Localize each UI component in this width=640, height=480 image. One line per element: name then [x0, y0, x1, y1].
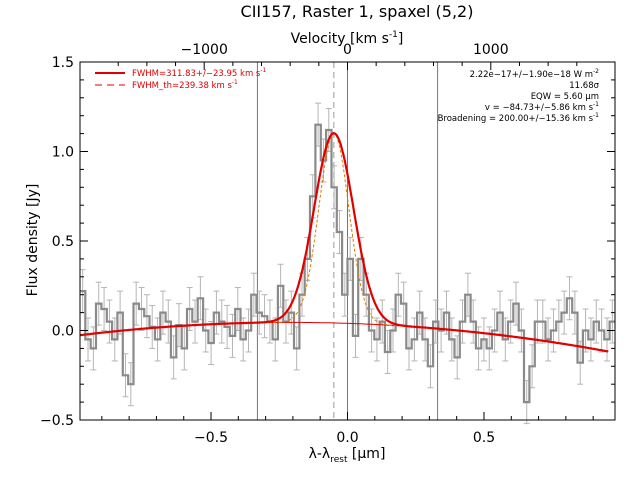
annotation-line: 2.22e−17+/−1.90e−18 W m-2	[470, 68, 600, 80]
x-axis-label-unit: [μm]	[347, 446, 385, 462]
observed-spectrum	[80, 123, 615, 404]
y-tick-label: 0.0	[52, 324, 74, 340]
x-tick-label: −0.5	[194, 430, 228, 446]
top-tick-label: −1000	[181, 42, 228, 58]
top-axis-label-close: ]	[398, 31, 403, 47]
x-axis-label-sub: rest	[330, 455, 348, 465]
vertical-reference-lines	[256, 62, 439, 420]
theoretical-profile	[238, 132, 429, 329]
plot-frame	[79, 61, 616, 421]
top-tick-label: 1000	[473, 42, 509, 58]
legend-label: FWHM_th=239.38 km s-1	[132, 79, 238, 91]
x-axis-label-text: λ-λ	[309, 446, 331, 462]
x-axis-label: λ-λrest [μm]	[309, 446, 386, 465]
annotation-line: EQW = 5.60 μm	[531, 92, 599, 102]
annotation-line: 11.68σ	[569, 81, 599, 91]
annotation-line: v = −84.73+/−5.86 km s-1	[485, 101, 599, 113]
top-axis-label: Velocity [km s-1]	[291, 30, 404, 47]
svg-text:Velocity [km s-1]: Velocity [km s-1]	[291, 30, 404, 47]
top-axis-label-text: Velocity [km s	[291, 31, 389, 47]
y-tick-label: 1.5	[52, 55, 74, 71]
top-tick-label: 0	[343, 42, 352, 58]
x-tick-label: 0.0	[336, 430, 358, 446]
y-tick-label: −0.5	[40, 413, 74, 429]
legend: FWHM=311.83+/−23.95 km s-1FWHM_th=239.38…	[95, 67, 267, 91]
gaussian-fit	[79, 132, 609, 353]
top-axis-label-sup: -1	[389, 30, 398, 40]
chart-title: CII157, Raster 1, spaxel (5,2)	[241, 2, 474, 21]
annotation-line: Broadening = 200.00+/−15.36 km s-1	[438, 112, 600, 124]
legend-label: FWHM=311.83+/−23.95 km s-1	[132, 67, 267, 79]
axis-ticks: −0.5 0.0 0.5 −1000 0 1000 −0.5 0.0 0.5 1.0 1.5	[40, 42, 615, 446]
svg-text:λ-λrest [μm]: λ-λrest [μm]	[309, 446, 386, 465]
y-axis-label: Flux density [Jy]	[25, 184, 41, 297]
y-tick-label: 0.5	[52, 234, 74, 250]
series-layer	[79, 123, 615, 404]
y-tick-label: 1.0	[52, 145, 74, 161]
x-tick-label: 0.5	[473, 430, 495, 446]
